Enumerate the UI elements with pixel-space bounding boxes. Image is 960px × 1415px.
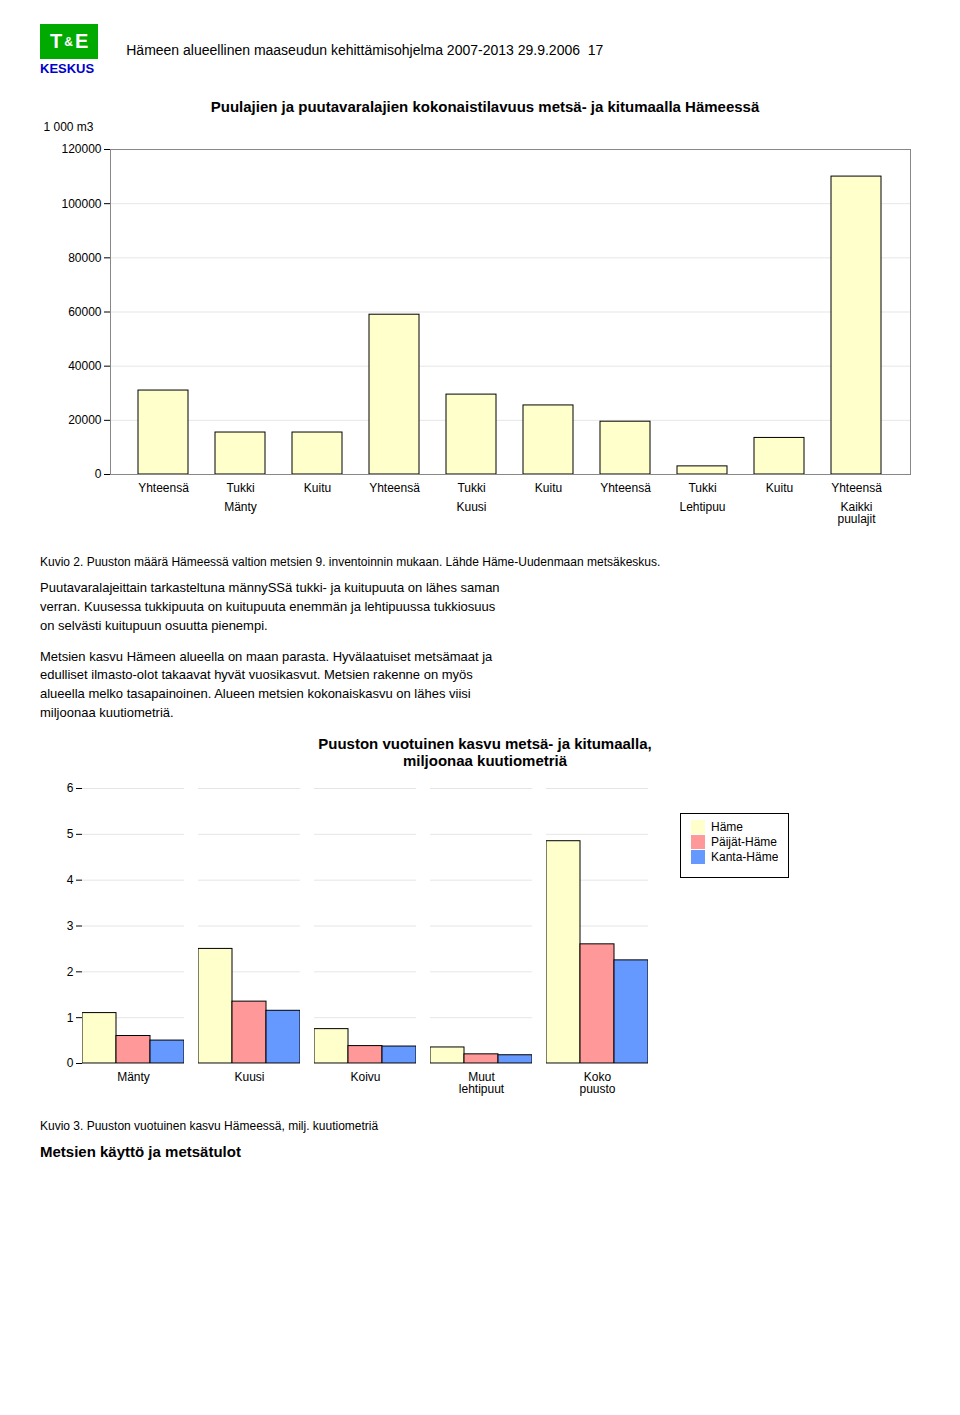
svg-text:Muutlehtipuut: Muutlehtipuut bbox=[459, 1070, 505, 1096]
html-text:verran. Kuusessa tukkipuuta on: verran. Kuusessa tukkipuuta on kuitupuut… bbox=[40, 598, 496, 614]
svg-text:120000: 120000 bbox=[61, 142, 101, 156]
html-text:Kuvio 2. Puuston määrä Hämeess: Kuvio 2. Puuston määrä Hämeessä valtion … bbox=[40, 555, 661, 569]
svg-text:Tukki: Tukki bbox=[226, 481, 254, 495]
html-text:Häme: Häme bbox=[711, 819, 743, 834]
html-text:Puulajien ja puutavaralajien k: Puulajien ja puutavaralajien kokonaistil… bbox=[210, 98, 760, 115]
svg-text:Yhteensä: Yhteensä bbox=[831, 481, 882, 495]
svg-text:3: 3 bbox=[67, 919, 74, 933]
html-text:Metsien kasvu Hämeen alueella: Metsien kasvu Hämeen alueella on maan pa… bbox=[40, 648, 493, 664]
svg-text:Kaikkipuulajit: Kaikkipuulajit bbox=[837, 500, 876, 526]
svg-text:40000: 40000 bbox=[68, 359, 102, 373]
svg-text:Kuitu: Kuitu bbox=[304, 481, 331, 495]
svg-text:Kokopuusto: Kokopuusto bbox=[579, 1070, 615, 1096]
svg-text:5: 5 bbox=[67, 827, 74, 841]
svg-text:4: 4 bbox=[67, 873, 74, 887]
svg-text:Kuusi: Kuusi bbox=[456, 500, 486, 514]
svg-text:80000: 80000 bbox=[68, 251, 102, 265]
html-text:Hämeen alueellinen maaseudun k: Hämeen alueellinen maaseudun kehittämiso… bbox=[126, 42, 604, 58]
svg-text:Tukki: Tukki bbox=[688, 481, 716, 495]
svg-text:20000: 20000 bbox=[68, 413, 102, 427]
svg-text:60000: 60000 bbox=[68, 305, 102, 319]
html-text:edulliset ilmasto-olot takaava: edulliset ilmasto-olot takaavat hyvät vu… bbox=[40, 667, 473, 683]
svg-text:Kuitu: Kuitu bbox=[535, 481, 562, 495]
svg-text:1 000 m3: 1 000 m3 bbox=[44, 120, 94, 134]
html-text:KESKUS: KESKUS bbox=[40, 61, 95, 76]
svg-text:Tukki: Tukki bbox=[457, 481, 485, 495]
svg-text:1: 1 bbox=[67, 1010, 74, 1024]
svg-text:Mänty: Mänty bbox=[117, 1070, 150, 1084]
html-text:T&E: T&E bbox=[50, 30, 89, 52]
html-text:Kuvio 3. Puuston vuotuinen kas: Kuvio 3. Puuston vuotuinen kasvu Hämeess… bbox=[40, 1118, 379, 1133]
html-text:Puutavaralajeittain tarkastelt: Puutavaralajeittain tarkasteltuna männyS… bbox=[40, 580, 500, 595]
svg-text:Lehtipuu: Lehtipuu bbox=[679, 500, 725, 514]
svg-text:Kuusi: Kuusi bbox=[234, 1070, 264, 1084]
html-text:Kanta-Häme: Kanta-Häme bbox=[711, 849, 779, 864]
html-text:Metsien käyttö ja metsätulot: Metsien käyttö ja metsätulot bbox=[40, 1142, 241, 1160]
svg-text:Yhteensä: Yhteensä bbox=[369, 481, 420, 495]
svg-text:2: 2 bbox=[67, 965, 74, 979]
html-text:on selvästi kuitupuun osuutta: on selvästi kuitupuun osuutta pienempi. bbox=[40, 617, 268, 633]
svg-text:Yhteensä: Yhteensä bbox=[138, 481, 189, 495]
html-text:Puuston vuotuinen kasvu metsä-: Puuston vuotuinen kasvu metsä- ja kituma… bbox=[318, 734, 652, 769]
svg-text:Kuitu: Kuitu bbox=[766, 481, 793, 495]
svg-text:0: 0 bbox=[95, 467, 102, 481]
svg-text:Yhteensä: Yhteensä bbox=[600, 481, 651, 495]
svg-text:Mänty: Mänty bbox=[224, 500, 257, 514]
svg-text:Koivu: Koivu bbox=[350, 1070, 380, 1084]
html-text:miljoonaa kuutiometriä.: miljoonaa kuutiometriä. bbox=[40, 705, 174, 721]
html-text:Päijät-Häme: Päijät-Häme bbox=[711, 834, 777, 849]
svg-text:100000: 100000 bbox=[61, 197, 101, 211]
svg-text:6: 6 bbox=[67, 781, 74, 795]
svg-text:0: 0 bbox=[67, 1056, 74, 1070]
html-text:alueella melko tasapainoinen.: alueella melko tasapainoinen. Alueen met… bbox=[40, 686, 471, 702]
